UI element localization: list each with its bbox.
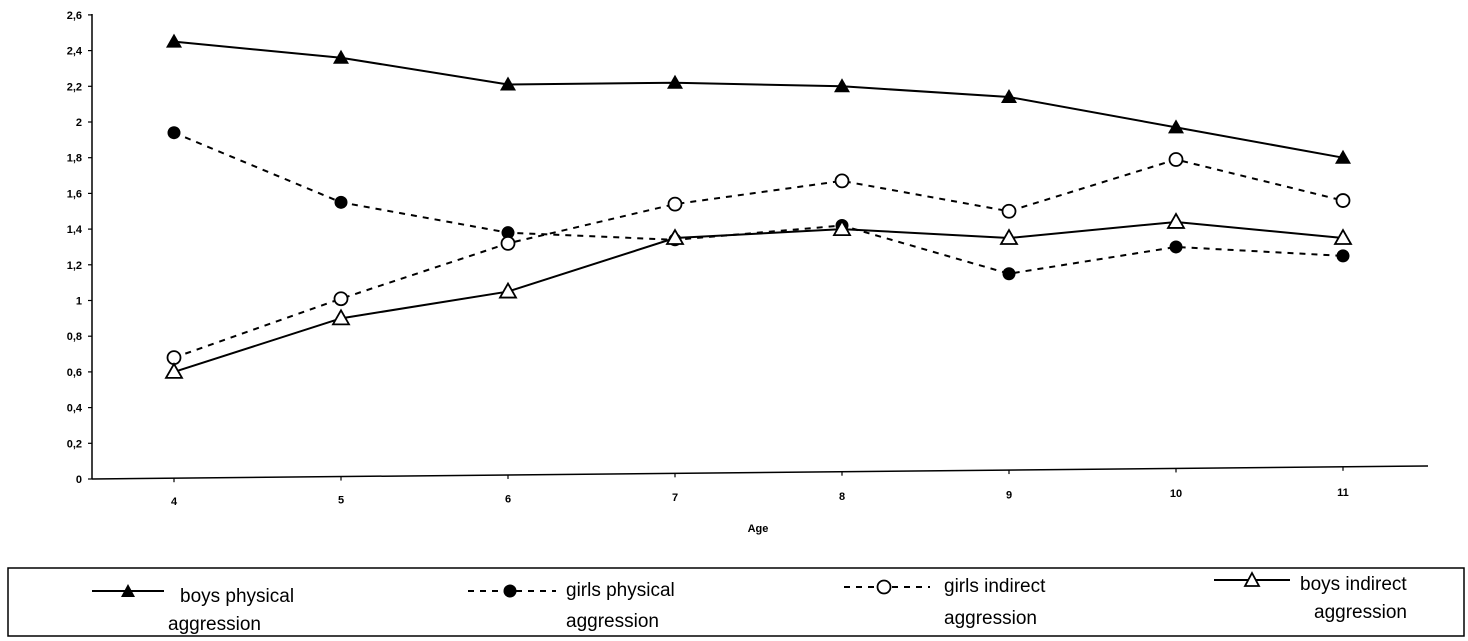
- data-point-filled-circle: [334, 195, 348, 209]
- data-point-filled-circle: [167, 126, 181, 140]
- x-tick-label: 5: [338, 495, 344, 507]
- y-tick-label: 0: [76, 474, 82, 486]
- y-tick-label: 0,4: [67, 403, 83, 415]
- series-line-2: [173, 158, 1344, 359]
- legend-marker-open-triangle: [1243, 571, 1261, 587]
- data-point-filled-triangle: [166, 33, 182, 48]
- data-point-filled-triangle: [834, 78, 850, 93]
- y-tick-label: 2,4: [67, 46, 83, 58]
- x-tick-label: 11: [1337, 487, 1349, 499]
- x-tick-label: 9: [1006, 490, 1012, 502]
- data-point-open-circle: [333, 291, 349, 307]
- legend-marker-filled-triangle: [121, 584, 135, 597]
- y-tick-label: 0,2: [67, 438, 82, 450]
- data-point-open-triangle: [999, 228, 1019, 245]
- data-point-open-triangle: [331, 308, 351, 326]
- data-point-filled-circle: [1336, 249, 1350, 263]
- x-tick-label: 7: [672, 492, 678, 504]
- data-point-filled-triangle: [1001, 89, 1017, 104]
- data-point-filled-triangle: [667, 74, 683, 89]
- data-point-open-triangle: [164, 362, 184, 379]
- legend-label-line1: girls physical: [566, 580, 675, 601]
- series-line-0: [173, 40, 1344, 159]
- data-point-open-circle: [1168, 152, 1184, 167]
- legend-label-line2: aggression: [168, 614, 261, 635]
- y-tick-label: 1,2: [67, 260, 82, 272]
- plot-area: 0 0,2 0,4 0,6 0,8 1 1,2 1,4 1,6 1,8 2 2,2 2,4 2,6 4 5 6 7…: [67, 10, 1429, 535]
- data-point-open-triangle: [1166, 212, 1186, 229]
- y-tick-label: 2,2: [67, 81, 82, 93]
- data-point-filled-circle: [1169, 240, 1183, 254]
- data-point-open-triangle: [665, 228, 685, 245]
- legend-marker-open-circle: [876, 579, 892, 595]
- legend-marker-filled-circle: [503, 584, 517, 598]
- y-tick-label: 2,6: [67, 10, 82, 22]
- data-point-open-triangle: [498, 281, 518, 299]
- legend-frame: [7, 567, 1465, 637]
- data-point-filled-triangle: [1335, 149, 1351, 164]
- legend-label-line2: aggression: [566, 611, 659, 632]
- x-tick-label: 10: [1170, 488, 1182, 500]
- x-tick-label: 6: [505, 493, 511, 505]
- data-point-filled-circle: [1002, 267, 1016, 281]
- legend-label-line1: girls indirect: [944, 576, 1046, 597]
- series-line-3: [173, 220, 1344, 373]
- data-point-open-triangle: [832, 219, 852, 237]
- legend-label-line2: aggression: [1314, 602, 1407, 623]
- data-point-filled-circle: [501, 226, 515, 240]
- y-tick-label: 0,8: [67, 331, 82, 343]
- data-point-open-circle: [834, 173, 850, 189]
- data-point-open-circle: [667, 196, 683, 212]
- x-tick-label: 8: [839, 491, 845, 503]
- data-point-filled-triangle: [333, 49, 349, 64]
- data-point-filled-triangle: [1168, 119, 1184, 134]
- y-tick-label: 2: [76, 117, 82, 129]
- data-point-filled-triangle: [500, 76, 516, 91]
- y-tick-label: 1,6: [67, 188, 82, 200]
- y-tick-label: 1: [76, 296, 82, 308]
- x-axis: [91, 465, 1429, 480]
- y-tick-label: 1,4: [67, 224, 83, 236]
- y-tick-label: 0,6: [67, 367, 82, 379]
- legend-label-line2: aggression: [944, 608, 1037, 629]
- x-tick-label: 4: [171, 496, 178, 508]
- y-tick-label: 1,8: [67, 153, 82, 165]
- legend-label-line1: boys physical: [180, 586, 294, 607]
- legend: boys physical aggression girls physical …: [7, 567, 1465, 637]
- data-point-open-triangle: [1333, 228, 1353, 245]
- series-line-1: [173, 131, 1344, 275]
- x-axis-title: Age: [748, 523, 769, 535]
- data-point-open-circle: [1335, 193, 1351, 208]
- legend-label-line1: boys indirect: [1300, 574, 1407, 595]
- data-point-open-circle: [500, 235, 516, 251]
- data-point-open-circle: [1001, 203, 1017, 219]
